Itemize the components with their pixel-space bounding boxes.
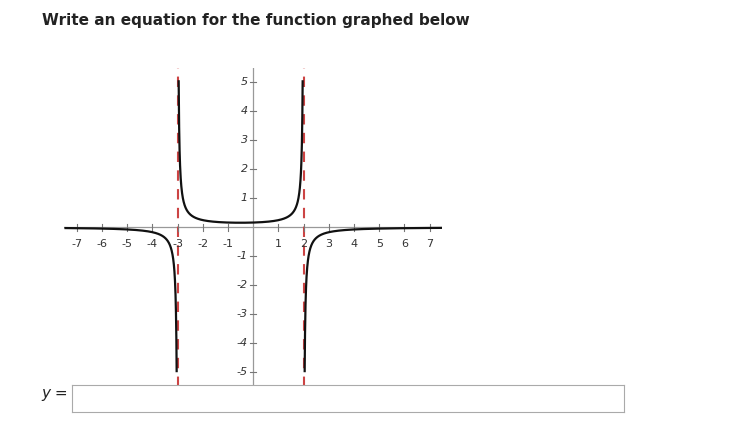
Text: -2: -2 [237,280,248,290]
Text: -7: -7 [71,239,82,249]
Text: 7: 7 [426,239,433,249]
Text: -3: -3 [172,239,183,249]
Text: y =: y = [42,385,68,401]
Text: -1: -1 [237,251,248,261]
Text: 5: 5 [376,239,383,249]
Text: Write an equation for the function graphed below: Write an equation for the function graph… [42,13,469,28]
Text: -3: -3 [237,309,248,319]
Text: 1: 1 [240,193,248,204]
Text: -4: -4 [237,338,248,348]
Text: 6: 6 [401,239,408,249]
Text: -1: -1 [222,239,234,249]
Text: 4: 4 [240,107,248,116]
Text: 3: 3 [240,136,248,145]
Text: 2: 2 [300,239,307,249]
Text: -4: -4 [147,239,158,249]
Text: 2: 2 [240,164,248,174]
Text: -6: -6 [97,239,107,249]
Text: -5: -5 [122,239,133,249]
Text: 5: 5 [240,77,248,88]
Text: -5: -5 [237,367,248,377]
Text: 4: 4 [351,239,358,249]
Text: -2: -2 [197,239,209,249]
Text: 1: 1 [275,239,282,249]
Text: 3: 3 [325,239,333,249]
